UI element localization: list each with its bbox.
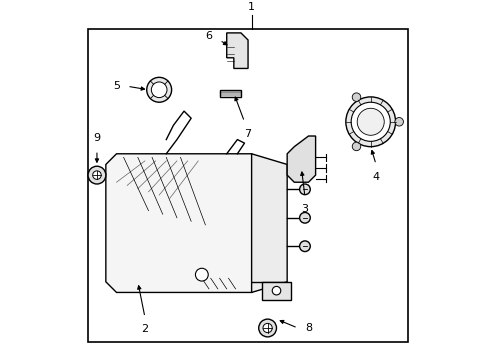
Circle shape [151,82,166,98]
Circle shape [299,184,310,195]
Circle shape [351,142,360,151]
Text: 2: 2 [141,324,148,334]
Text: 6: 6 [205,31,212,41]
Text: 7: 7 [244,129,251,139]
Circle shape [263,323,272,333]
Circle shape [88,166,105,184]
Bar [88,30,407,342]
Circle shape [356,108,384,135]
Polygon shape [286,136,315,182]
Text: 5: 5 [113,81,120,91]
Polygon shape [105,154,262,292]
Text: 1: 1 [247,1,255,12]
Circle shape [350,102,389,141]
Circle shape [394,117,403,126]
Circle shape [345,97,395,147]
Circle shape [195,268,208,281]
Circle shape [93,171,101,179]
Text: 9: 9 [93,133,101,143]
Circle shape [272,287,280,295]
Polygon shape [226,33,247,68]
Circle shape [299,241,310,252]
Bar [262,282,290,300]
Circle shape [146,77,171,102]
Polygon shape [251,154,286,292]
Text: 8: 8 [305,323,311,333]
Polygon shape [219,90,241,97]
Circle shape [351,93,360,102]
Circle shape [258,319,276,337]
Text: 3: 3 [301,203,308,213]
Circle shape [299,212,310,223]
Text: 4: 4 [372,172,379,181]
